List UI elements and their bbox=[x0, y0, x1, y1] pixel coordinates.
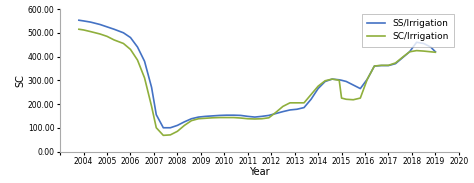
Legend: SS/Irrigation, SC/Irrigation: SS/Irrigation, SC/Irrigation bbox=[362, 14, 454, 47]
SC/Irrigation bbox=[294, 102, 300, 104]
SC/Irrigation bbox=[400, 56, 405, 58]
Y-axis label: SC: SC bbox=[15, 74, 25, 87]
SS/Irrigation bbox=[161, 127, 166, 129]
Line: SS/Irrigation: SS/Irrigation bbox=[79, 20, 435, 128]
SS/Irrigation bbox=[400, 57, 405, 59]
Line: SC/Irrigation: SC/Irrigation bbox=[79, 29, 435, 135]
SS/Irrigation bbox=[294, 108, 300, 110]
SC/Irrigation bbox=[161, 134, 166, 137]
SC/Irrigation bbox=[76, 28, 82, 30]
SC/Irrigation bbox=[301, 102, 307, 104]
X-axis label: Year: Year bbox=[249, 167, 270, 178]
SC/Irrigation bbox=[357, 97, 363, 99]
SS/Irrigation bbox=[357, 87, 363, 90]
SS/Irrigation bbox=[432, 51, 438, 53]
SS/Irrigation bbox=[315, 87, 321, 90]
SC/Irrigation bbox=[182, 124, 187, 126]
SC/Irrigation bbox=[315, 85, 321, 87]
SC/Irrigation bbox=[432, 51, 438, 53]
SS/Irrigation bbox=[301, 107, 307, 109]
SS/Irrigation bbox=[182, 121, 187, 123]
SS/Irrigation bbox=[76, 19, 82, 21]
